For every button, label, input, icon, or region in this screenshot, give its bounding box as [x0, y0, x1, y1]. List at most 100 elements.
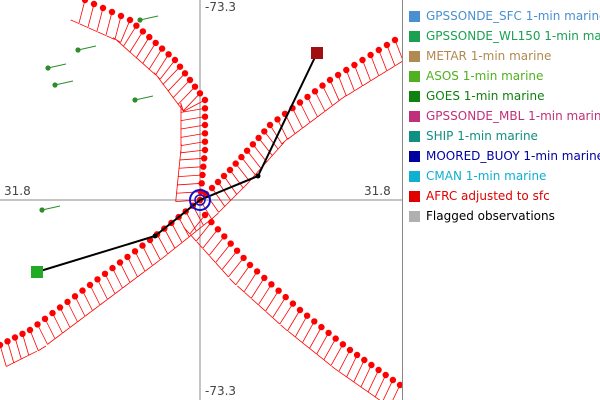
wind-barb-flag [272, 148, 279, 156]
wind-barb [215, 243, 232, 263]
observation-dot [359, 56, 366, 64]
observation-dot [201, 105, 209, 112]
wind-barb [258, 284, 272, 306]
wind-barb-flag [338, 95, 347, 101]
wind-barb-flag [266, 154, 273, 163]
observation-dot [303, 312, 311, 319]
wind-barb [189, 214, 206, 235]
wind-barb-flag [287, 133, 295, 140]
wind-barb [322, 85, 333, 106]
observation-dot [319, 82, 326, 89]
wind-barb [104, 273, 116, 294]
observation-dot [343, 66, 350, 74]
wind-barb-flag [244, 292, 252, 299]
wind-barb-flag [324, 105, 333, 112]
wind-barb-flag [362, 80, 371, 87]
wind-barb [7, 341, 15, 363]
wind-barb-flag [224, 199, 232, 207]
legend-item[interactable]: GPSSONDE_SFC 1-min marine [409, 8, 600, 24]
legend-item[interactable]: SHIP 1-min marine [409, 128, 538, 144]
legend-item[interactable]: METAR 1-min marine [409, 48, 551, 64]
wind-barb-flag [6, 362, 15, 367]
wind-barb [172, 79, 191, 98]
wind-barb [155, 54, 169, 76]
wind-barb [265, 290, 279, 312]
wind-barb [323, 338, 337, 361]
observation-dot [367, 51, 374, 59]
wind-barb-flag [360, 386, 369, 393]
station-dot [52, 82, 58, 88]
wind-barb [345, 69, 355, 91]
axis-label-left: 31.8 [4, 184, 31, 198]
legend-item[interactable]: ASOS 1-min marine [409, 68, 543, 84]
wind-barb-flag [339, 371, 347, 378]
observation-dot [389, 376, 397, 384]
station-barb [134, 95, 154, 101]
wind-barb [316, 332, 329, 355]
observation-dot [227, 240, 234, 247]
wind-barb [229, 169, 244, 189]
observation-dot [249, 141, 257, 148]
legend-item[interactable]: GPSSONDE_MBL 1-min marine [409, 108, 600, 124]
observation-dot [200, 163, 207, 170]
observation-dot [282, 293, 289, 301]
legend-item[interactable]: GOES 1-min marine [409, 88, 544, 104]
wind-barb-flag [157, 76, 164, 85]
observation-dot [139, 242, 146, 249]
wind-barb [329, 79, 340, 101]
wind-barb [269, 124, 283, 145]
wind-barb [22, 333, 30, 356]
wind-barb [180, 132, 206, 138]
wind-barb-flag [309, 348, 317, 355]
legend-item[interactable]: GPSSONDE_WL150 1-min marine [409, 28, 600, 44]
wind-barb-flag [162, 83, 169, 92]
legend-swatch [409, 210, 420, 222]
observation-dot [34, 321, 41, 328]
legend-item[interactable]: AFRC adjusted to sfc [409, 188, 550, 204]
wind-barb-flag [174, 242, 183, 249]
wind-barb-flag [99, 299, 108, 306]
observation-dot [158, 45, 166, 52]
observation-dot [353, 351, 361, 359]
wind-barb [178, 216, 190, 238]
wind-barb [175, 199, 201, 202]
observation-dot [240, 254, 247, 262]
wind-barb [302, 321, 315, 343]
wind-barb [114, 15, 122, 40]
observation-dot [201, 138, 209, 145]
wind-barb-flag [309, 116, 318, 123]
legend-swatch [409, 130, 420, 142]
observation-dot [201, 146, 209, 154]
wind-barb-flag [332, 99, 340, 106]
legend-swatch [409, 10, 420, 22]
observation-dot [208, 184, 216, 192]
observation-dot [275, 287, 282, 294]
observation-dot [339, 341, 347, 348]
legend-item[interactable]: CMAN 1-min marine [409, 168, 546, 184]
observation-dot [101, 270, 109, 277]
wind-barb-flag [144, 265, 153, 272]
wind-barb-flag [114, 288, 123, 295]
legend-label: SHIP 1-min marine [426, 129, 538, 143]
observation-dot [124, 253, 131, 261]
observation-dot [311, 88, 319, 95]
legend-item[interactable]: Flagged observations [409, 208, 555, 224]
axis-label-bottom: -73.3 [205, 384, 237, 398]
wind-barb-flag [106, 35, 116, 40]
observation-dot [261, 274, 268, 282]
track-vertex [255, 173, 261, 179]
wind-barb [96, 7, 104, 32]
wind-barb-flag [370, 75, 379, 82]
wind-barb [159, 59, 176, 80]
map-plot[interactable]: -73.3 -73.3 31.8 31.8 [0, 0, 402, 400]
observation-dot [325, 329, 332, 337]
wind-barb [179, 166, 204, 169]
wind-barb-flag [54, 333, 63, 340]
axis-label-right: 31.8 [364, 184, 391, 198]
wind-barb [179, 157, 205, 161]
map-canvas[interactable] [0, 0, 402, 400]
wind-barb-flag [62, 327, 70, 334]
wind-barb-flag [21, 354, 30, 360]
wind-barb-flag [122, 282, 130, 289]
legend-item[interactable]: MOORED_BUOY 1-min marine [409, 148, 600, 164]
